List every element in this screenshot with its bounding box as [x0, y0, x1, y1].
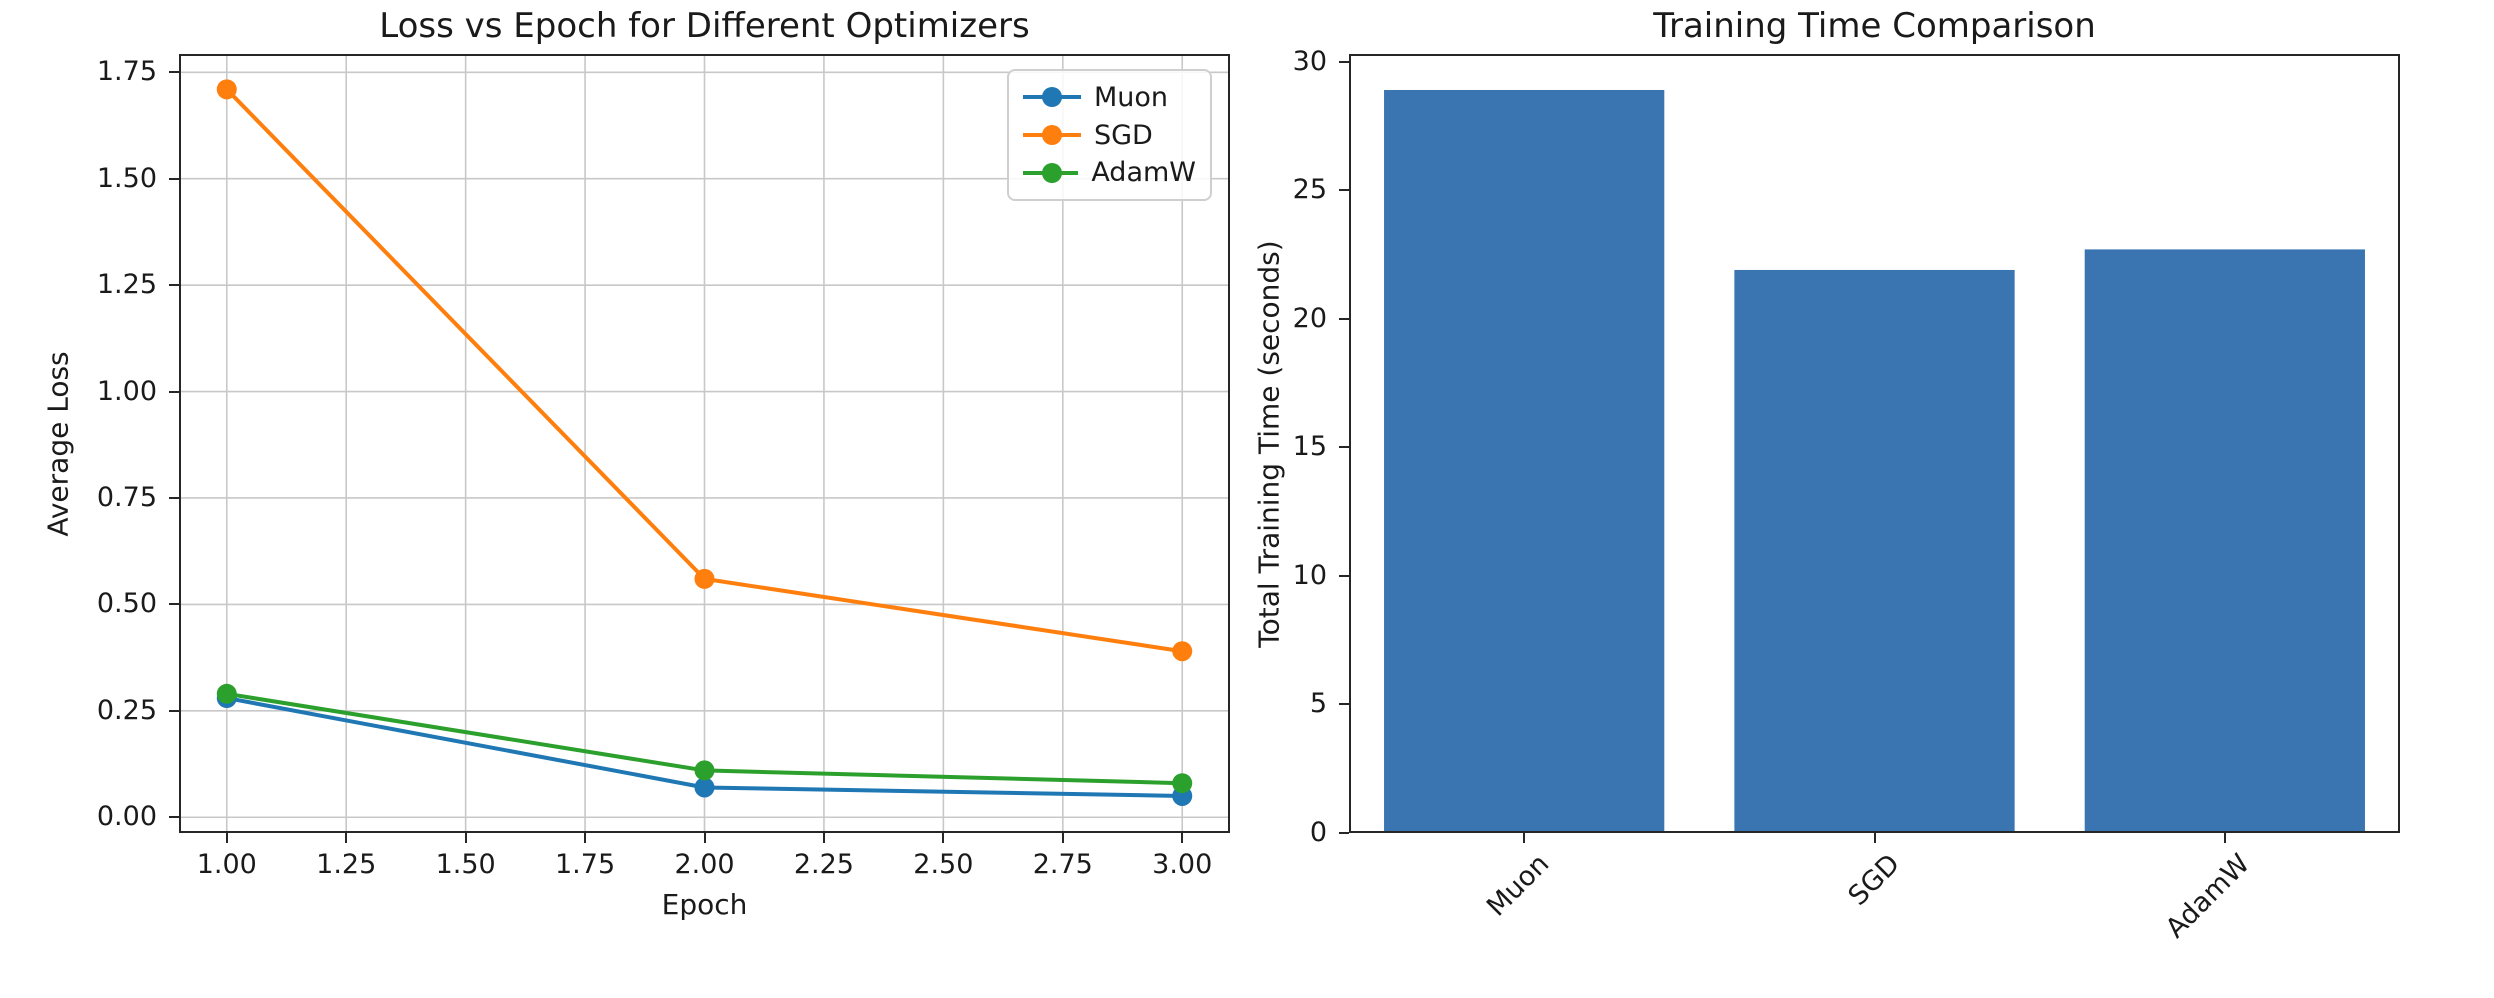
legend-dot — [1042, 125, 1062, 145]
y-tick-label: 0.75 — [96, 482, 157, 514]
x-tick-label: 1.50 — [435, 849, 496, 880]
y-tick-mark — [169, 390, 179, 393]
data-point-adamw — [694, 760, 715, 781]
y-tick-mark — [169, 177, 179, 180]
legend-label: Muon — [1094, 81, 1169, 113]
y-tick-mark — [169, 71, 179, 74]
x-tick-label: 3.00 — [1152, 849, 1213, 880]
y-tick-mark — [1339, 60, 1349, 63]
legend-item: SGD — [1023, 120, 1196, 151]
legend: Muon SGD AdamW — [1007, 69, 1212, 201]
x-tick-label: 1.25 — [316, 849, 377, 880]
category-tick-label: Muon — [1481, 848, 1556, 923]
x-tick-mark — [1061, 833, 1064, 843]
category-tick-label: AdamW — [2160, 848, 2257, 945]
plot-border — [179, 54, 1230, 833]
x-tick-mark — [2223, 833, 2226, 843]
y-tick-label: 25 — [1292, 174, 1327, 206]
legend-dot — [1042, 87, 1062, 108]
bar-muon — [1384, 89, 1665, 833]
y-tick-label: 0.25 — [96, 694, 157, 726]
loss-chart-ylabel: Average Loss — [41, 351, 75, 537]
y-tick-mark — [169, 709, 179, 712]
y-tick-label: 15 — [1292, 431, 1327, 463]
y-tick-mark — [169, 816, 179, 819]
y-tick-label: 0.00 — [96, 801, 157, 833]
x-tick-mark — [1873, 833, 1876, 843]
x-tick-label: 2.00 — [674, 849, 735, 880]
category-tick-label: SGD — [1842, 848, 1906, 912]
y-tick-mark — [1339, 446, 1349, 449]
x-tick-label: 2.75 — [1032, 849, 1093, 880]
legend-line-marker-icon — [1023, 125, 1081, 145]
x-tick-mark — [225, 833, 228, 843]
loss-chart-plot-area — [179, 54, 1230, 833]
y-tick-label: 1.75 — [96, 56, 157, 88]
x-tick-mark — [464, 833, 467, 843]
y-tick-label: 20 — [1292, 302, 1327, 334]
y-tick-mark — [1339, 703, 1349, 706]
data-point-sgd — [694, 568, 715, 589]
plot-border — [1349, 54, 2400, 833]
x-tick-mark — [942, 833, 945, 843]
data-point-adamw — [216, 683, 237, 704]
y-tick-label: 0 — [1309, 817, 1327, 849]
x-tick-mark — [1523, 833, 1526, 843]
y-tick-label: 0.50 — [96, 588, 157, 620]
data-point-sgd — [216, 79, 237, 100]
x-tick-mark — [1181, 833, 1184, 843]
legend-label: SGD — [1094, 119, 1153, 151]
y-tick-label: 1.50 — [96, 162, 157, 194]
y-tick-mark — [1339, 189, 1349, 192]
time-chart-ylabel: Total Training Time (seconds) — [1252, 240, 1286, 648]
legend-item: AdamW — [1023, 157, 1196, 188]
y-tick-mark — [1339, 317, 1349, 320]
x-tick-label: 2.50 — [913, 849, 974, 880]
x-tick-mark — [822, 833, 825, 843]
legend-item: Muon — [1023, 82, 1196, 113]
y-tick-label: 30 — [1292, 45, 1327, 77]
time-chart-title: Training Time Comparison — [1653, 6, 2096, 46]
y-tick-label: 1.00 — [96, 375, 157, 407]
time-chart-plot-area — [1349, 54, 2400, 833]
legend-dot — [1042, 162, 1062, 183]
y-tick-label: 1.25 — [96, 269, 157, 301]
legend-label: AdamW — [1091, 157, 1196, 189]
y-tick-label: 5 — [1309, 688, 1327, 720]
data-point-muon — [694, 777, 715, 798]
bar-sgd — [1734, 269, 2015, 833]
data-point-sgd — [1172, 641, 1193, 662]
y-tick-label: 10 — [1292, 560, 1327, 592]
x-tick-label: 2.25 — [793, 849, 854, 880]
y-tick-mark — [1339, 832, 1349, 834]
loss-chart-xlabel: Epoch — [661, 888, 748, 921]
x-tick-mark — [703, 833, 706, 843]
x-tick-label: 1.75 — [555, 849, 616, 880]
data-point-adamw — [1172, 773, 1193, 794]
legend-line-marker-icon — [1023, 162, 1079, 183]
x-tick-mark — [584, 833, 587, 843]
y-tick-mark — [169, 603, 179, 606]
y-tick-mark — [1339, 574, 1349, 577]
y-tick-mark — [169, 496, 179, 499]
bar-adamw — [2084, 249, 2365, 833]
x-tick-label: 1.00 — [196, 849, 257, 880]
x-tick-mark — [345, 833, 348, 843]
loss-chart-title: Loss vs Epoch for Different Optimizers — [379, 6, 1030, 46]
y-tick-mark — [169, 284, 179, 287]
legend-line-marker-icon — [1023, 87, 1081, 108]
